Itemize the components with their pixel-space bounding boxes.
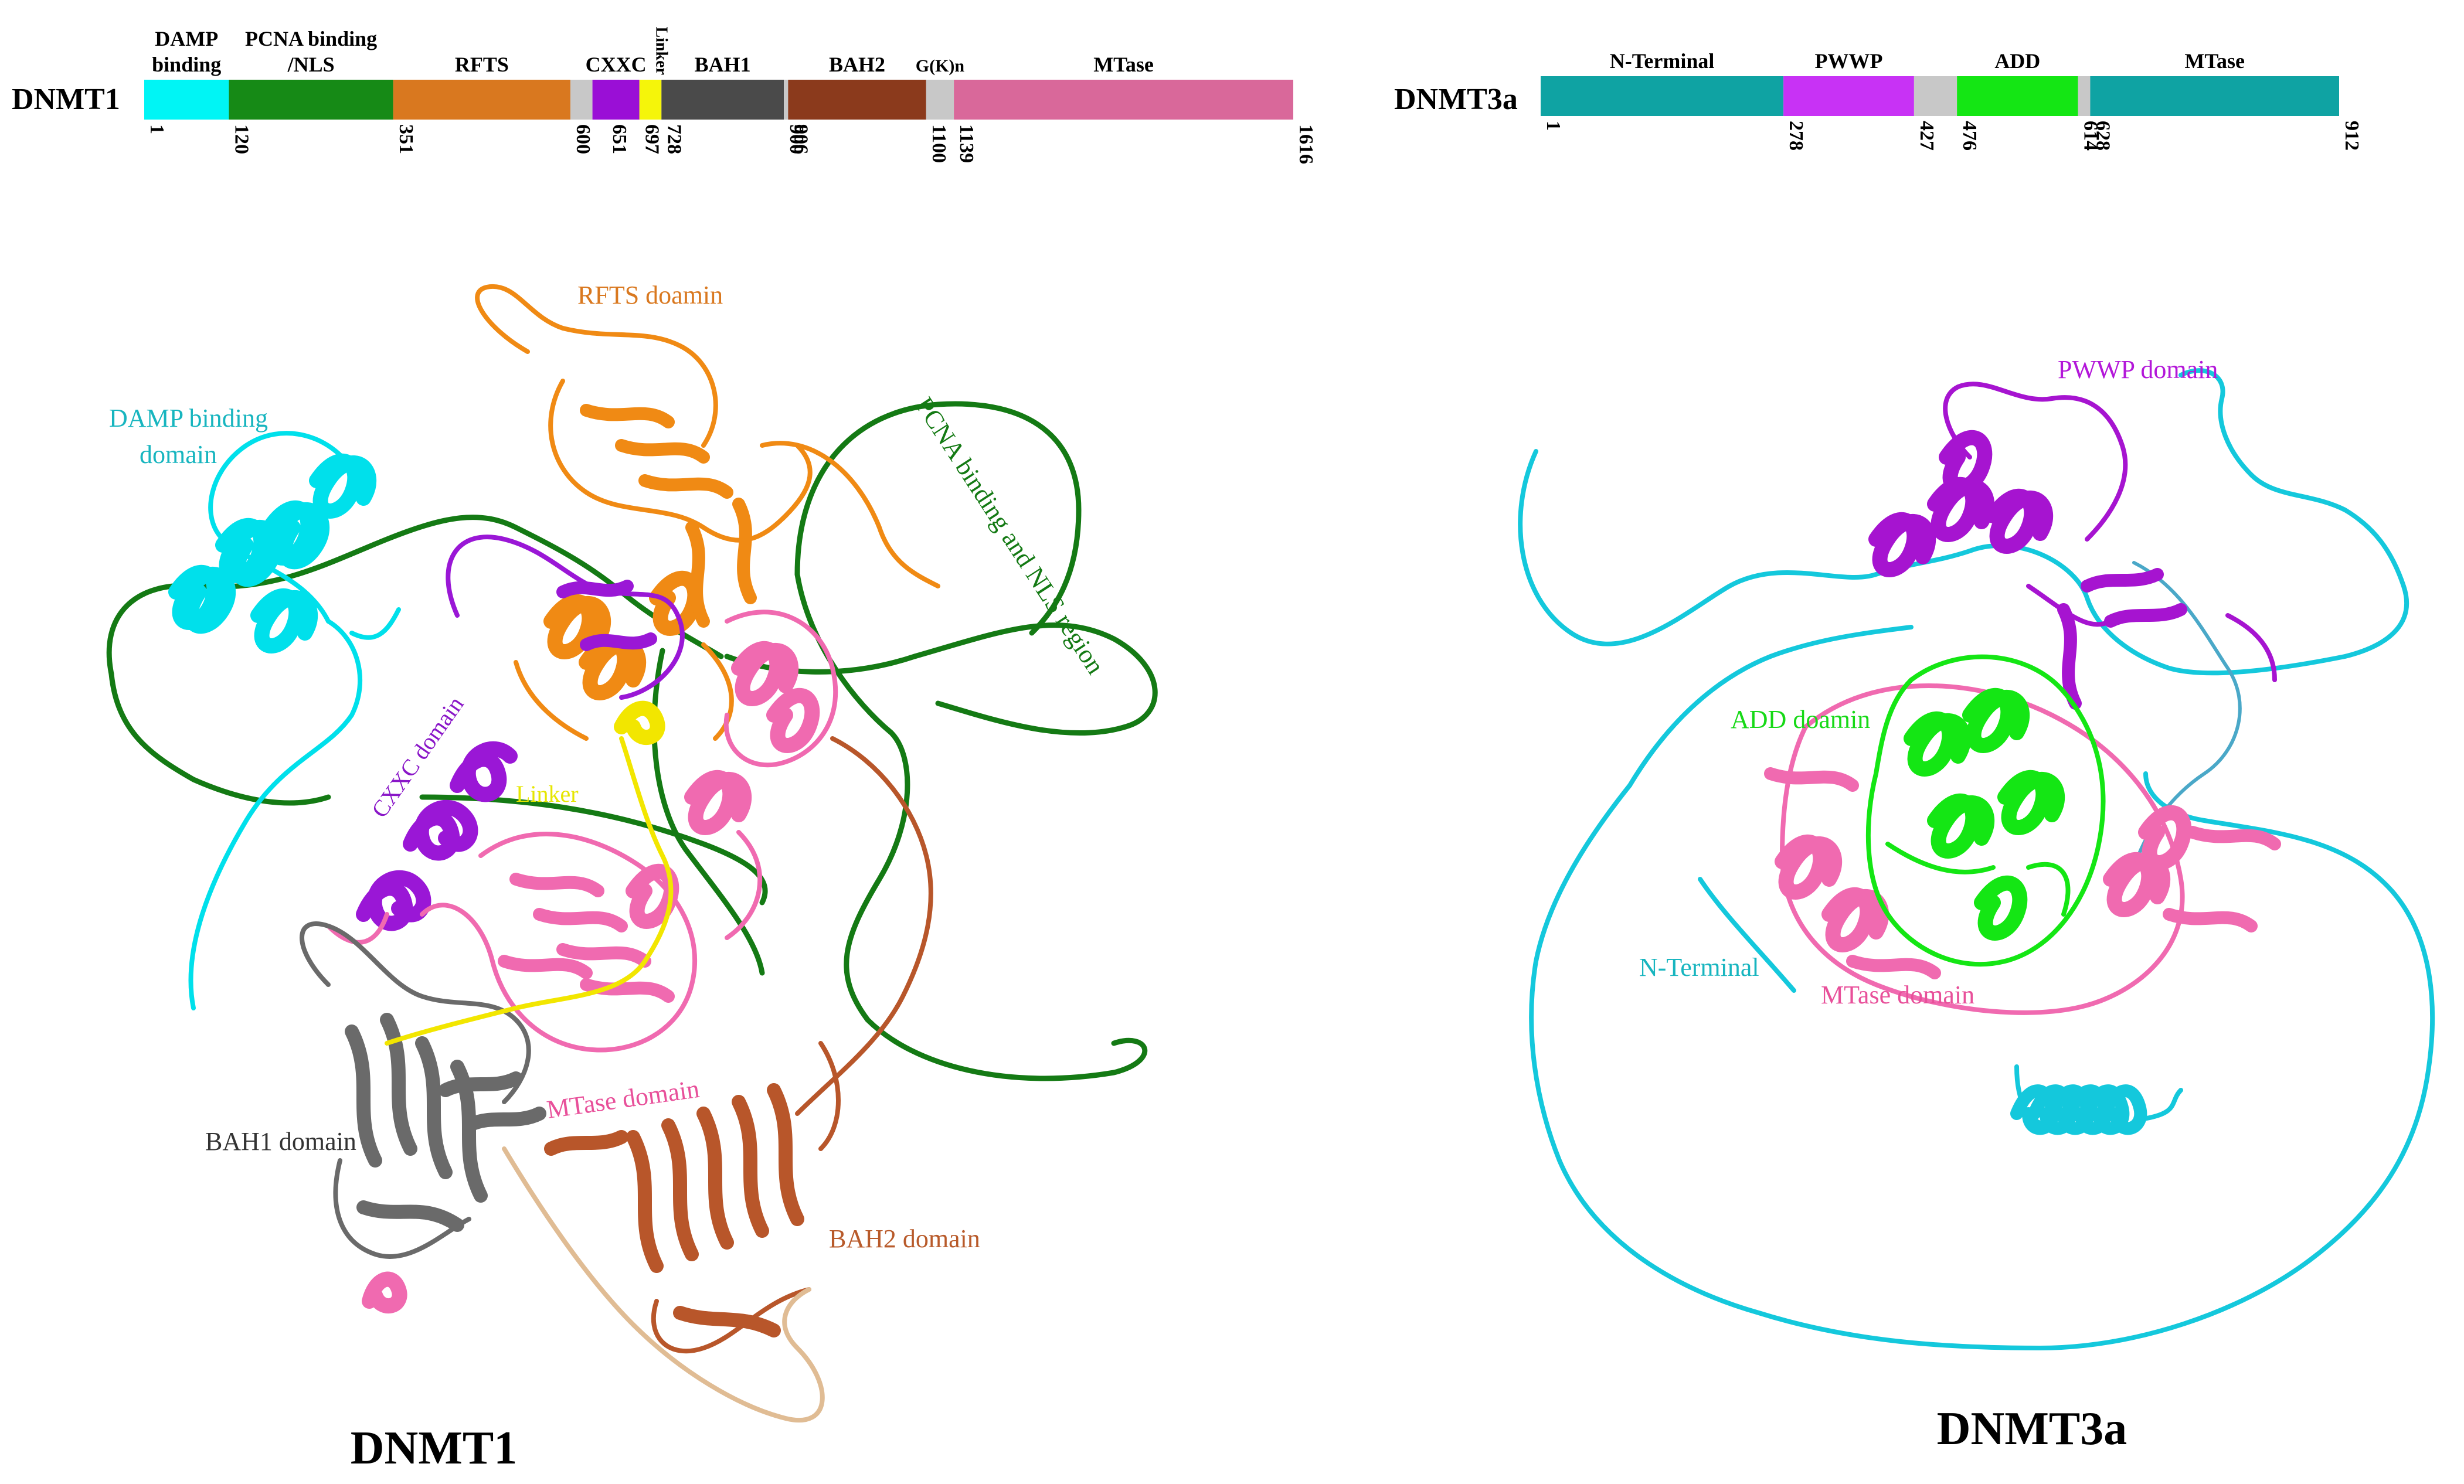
rfts-domain-ribbon <box>475 284 940 741</box>
bar2-tick-4: 614 <box>2079 121 2101 151</box>
bar2-tick-2: 427 <box>1916 121 1938 151</box>
bar2-tick-5: 628 <box>2092 121 2113 151</box>
bar2-segment-2 <box>1914 76 1957 116</box>
bar1-segment-6 <box>661 80 784 120</box>
pwwp-ribbon <box>1868 382 2277 710</box>
dnmt3a-caption: DNMT3a <box>1937 1403 2127 1455</box>
add-label: ADD doamin <box>1731 705 1870 734</box>
bar2-domain-label-1: PWWP <box>1815 49 1883 73</box>
bar2-domain-label-3: ADD <box>1994 49 2040 73</box>
damp-domain-ribbon <box>168 431 401 1010</box>
bar2-segment-1 <box>1783 76 1914 116</box>
linker-ribbon <box>385 700 674 1046</box>
dnmt1-structure: DAMP binding domain RFTS doamin PCNA bin… <box>106 281 1158 1474</box>
c-terminal-tail <box>502 1146 825 1423</box>
bar1-segment-4 <box>592 80 640 120</box>
bar1-segment-7 <box>784 80 789 120</box>
bar2-segment-0 <box>1541 76 1784 116</box>
bar2-segment-5 <box>2090 76 2339 116</box>
bar2-tick-1: 278 <box>1785 121 1807 151</box>
dnmt3a-domain-bar: DNMT3a N-Terminal PWWP ADD MTase 1 278 427 476… <box>1394 49 2363 151</box>
dnmt1-domain-bar: DNMT1 DAMP binding PCNA binding/NLS RFTS CXX… <box>12 27 1317 164</box>
linker-label: Linker <box>516 781 579 807</box>
bar1-tick-5: 697 <box>641 124 663 154</box>
bar2-segment-4 <box>2078 76 2091 116</box>
bar1-domain-label-2: RFTS <box>455 53 509 76</box>
bar1-tick-0: 1 <box>146 124 168 134</box>
bar1-domain-label-6: BAH1 <box>695 53 751 76</box>
dnmt1-bar-protein-name: DNMT1 <box>12 83 120 116</box>
dnmt1-caption: DNMT1 <box>351 1422 517 1474</box>
bar1-tick-1: 120 <box>230 124 252 154</box>
cxxc-domain-ribbon <box>356 535 685 931</box>
bar1-tick-8: 906 <box>790 124 811 154</box>
bar2-tick-6: 912 <box>2341 121 2363 151</box>
dnmt3a-structure: PWWP domain ADD doamin N-Terminal MTase … <box>1518 355 2435 1455</box>
bar1-segment-3 <box>570 80 593 120</box>
bar1-domain-label-4: CXXC <box>586 53 647 76</box>
bar1-domain-label-10: MTase <box>1093 53 1154 76</box>
bar2-tick-3: 476 <box>1959 121 1980 151</box>
pcna-label: PCNA binding and NLS region <box>910 392 1110 679</box>
bar1-domain-label-8: BAH2 <box>829 53 885 76</box>
bar1-segment-2 <box>393 80 570 120</box>
bar1-tick-3: 600 <box>572 124 594 154</box>
bar1-segment-0 <box>144 80 229 120</box>
bar1-segment-10 <box>954 80 1293 120</box>
dnmt1-bar-domain-labels: DAMP binding PCNA binding/NLS RFTS CXXC Linke… <box>152 27 1154 76</box>
bar2-domain-label-0: N-Terminal <box>1610 49 1715 73</box>
bar1-domain-label-1: PCNA binding/NLS <box>245 27 377 76</box>
bar1-domain-label-5: Linker <box>652 27 670 75</box>
rfts-label: RFTS doamin <box>577 281 723 309</box>
bah2-label: BAH2 domain <box>829 1224 980 1253</box>
bar2-domain-label-5: MTase <box>2184 49 2245 73</box>
add-ribbon <box>1865 654 2106 967</box>
bah1-label: BAH1 domain <box>205 1127 356 1156</box>
dnmt3a-bar-protein-name: DNMT3a <box>1394 83 1518 116</box>
bah2-domain-ribbon <box>544 736 933 1354</box>
mtase-label: MTase domain <box>545 1074 701 1124</box>
bar1-segment-5 <box>639 80 662 120</box>
dnmt3a-mtase-label: MTase domain <box>1821 981 1974 1009</box>
mtase-domain-ribbon <box>326 610 838 1313</box>
damp-label: DAMP binding <box>109 404 268 433</box>
dnmt1-bar-segments <box>144 80 1293 120</box>
bar2-tick-0: 1 <box>1542 121 1564 131</box>
bar1-tick-4: 651 <box>609 124 630 154</box>
bar2-segment-3 <box>1957 76 2078 116</box>
bar1-domain-label-0: DAMP binding <box>152 27 221 76</box>
bar1-segment-8 <box>788 80 926 120</box>
bar1-tick-9: 1100 <box>928 124 950 163</box>
dnmt3a-bar-domain-labels: N-Terminal PWWP ADD MTase <box>1610 49 2245 73</box>
bah1-domain-ribbon <box>300 921 546 1260</box>
dnmt3a-mtase-ribbon <box>1764 683 2281 1015</box>
bar1-tick-10: 1139 <box>956 124 977 163</box>
bar1-tick-7: 900 <box>786 124 807 154</box>
damp-label-line2: domain <box>140 440 217 469</box>
dnmt3a-bar-segments <box>1541 76 2339 116</box>
bar1-tick-2: 351 <box>395 124 417 154</box>
pwwp-label: PWWP domain <box>2058 355 2218 384</box>
bar1-segment-9 <box>926 80 954 120</box>
bar1-tick-11: 1616 <box>1295 124 1317 164</box>
bar1-segment-1 <box>229 80 393 120</box>
n-terminal-label: N-Terminal <box>1639 953 1759 982</box>
bar1-domain-label-9: G(K)n <box>916 56 965 76</box>
bar1-tick-6: 728 <box>663 124 685 154</box>
